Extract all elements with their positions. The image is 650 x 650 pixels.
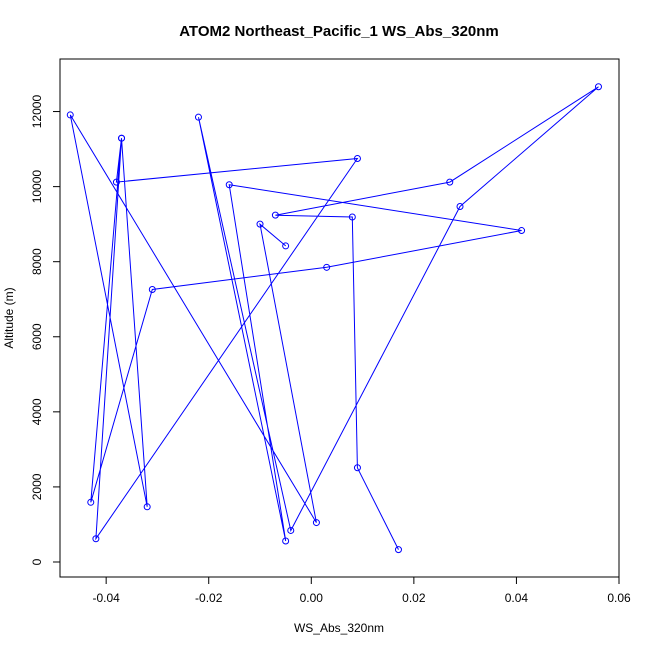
y-tick-label: 12000 — [30, 95, 44, 129]
x-tick-label: -0.02 — [195, 591, 223, 605]
data-point — [446, 178, 454, 186]
data-point — [594, 83, 602, 91]
data-point — [282, 537, 290, 545]
data-point — [518, 227, 526, 235]
x-axis: -0.04 -0.02 0.00 0.02 0.04 0.06 — [92, 576, 631, 605]
data-point — [456, 203, 464, 211]
y-axis-label: Altitude (m) — [2, 287, 16, 348]
data-point — [112, 178, 120, 186]
x-tick-label: 0.06 — [607, 591, 631, 605]
y-tick-label: 4000 — [30, 398, 44, 425]
data-point — [287, 526, 295, 534]
x-tick-label: 0.02 — [402, 591, 426, 605]
data-point — [282, 242, 290, 250]
y-tick-label: 10000 — [30, 170, 44, 204]
data-point — [194, 113, 202, 121]
data-point — [394, 546, 402, 554]
x-tick-label: 0.00 — [300, 591, 324, 605]
data-point — [353, 464, 361, 472]
data-point — [271, 211, 279, 219]
x-tick-label: 0.04 — [505, 591, 529, 605]
data-point — [353, 154, 361, 162]
data-point — [312, 519, 320, 527]
data-point — [323, 263, 331, 271]
data-point — [143, 503, 151, 511]
y-tick-label: 8000 — [30, 248, 44, 275]
series-line — [69, 86, 599, 550]
data-point — [66, 111, 74, 119]
data-point — [92, 535, 100, 543]
x-axis-label: WS_Abs_320nm — [294, 621, 384, 635]
y-axis: 0 2000 4000 6000 8000 10000 12000 — [30, 95, 61, 565]
y-tick-label: 2000 — [30, 473, 44, 500]
y-tick-label: 6000 — [30, 323, 44, 350]
data-point — [118, 134, 126, 142]
data-point — [225, 181, 233, 189]
y-tick-label: 0 — [30, 558, 44, 565]
x-tick-label: -0.04 — [92, 591, 120, 605]
data-point — [256, 220, 264, 228]
data-point — [87, 498, 95, 506]
data-point — [348, 213, 356, 221]
series-layer — [66, 83, 602, 554]
chart-title: ATOM2 Northeast_Pacific_1 WS_Abs_320nm — [179, 23, 499, 40]
data-point — [148, 285, 156, 293]
